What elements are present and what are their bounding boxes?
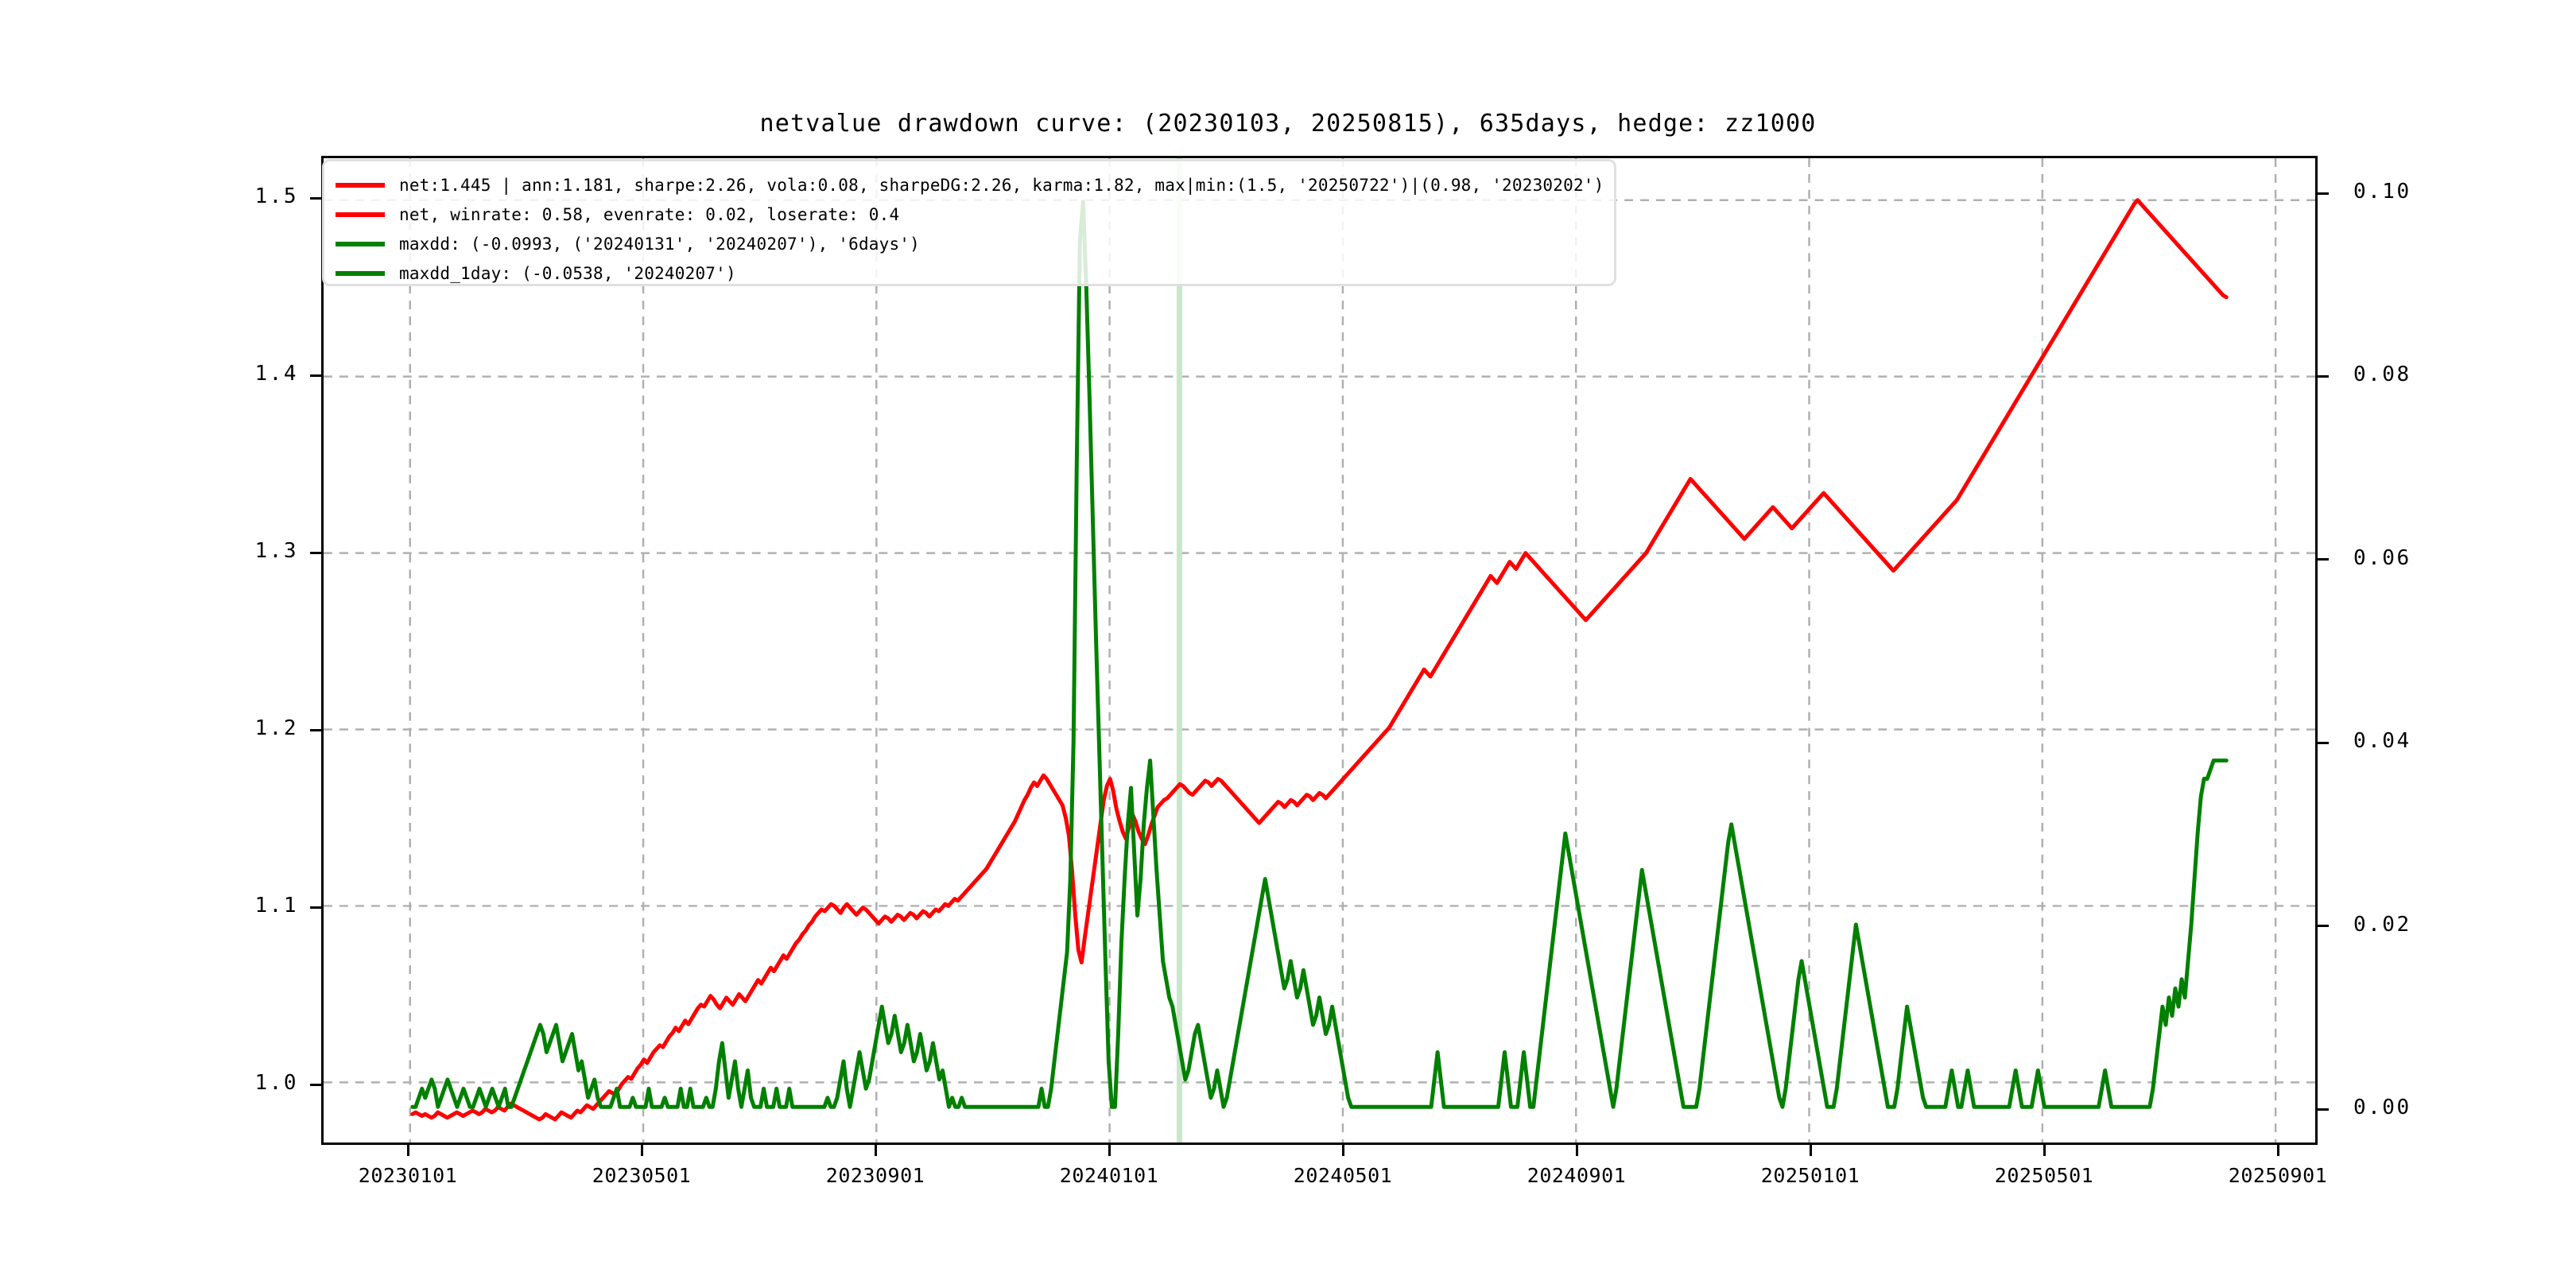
chart-title: netvalue drawdown curve: (20230103, 2025…	[759, 110, 1817, 138]
x-axis-tick-mark	[1575, 1145, 1578, 1156]
y-axis-right-tick-label: 0.00	[2353, 1096, 2411, 1119]
y-axis-left-tick-label: 1.3	[254, 539, 298, 563]
y-axis-right-tick-mark	[2318, 192, 2329, 195]
y-axis-left-tick-mark	[310, 728, 321, 731]
x-axis-tick-label: 20240101	[1059, 1164, 1159, 1187]
gridlines	[324, 158, 2315, 1143]
x-axis-tick-label: 20240901	[1527, 1164, 1627, 1187]
x-axis-tick-label: 20250101	[1760, 1164, 1860, 1187]
x-axis-tick-mark	[874, 1145, 877, 1156]
y-axis-right-tick-mark	[2318, 741, 2329, 744]
x-axis-tick-label: 20240501	[1293, 1164, 1393, 1187]
x-axis-tick-label: 20230101	[358, 1164, 458, 1187]
y-axis-left-tick-label: 1.2	[254, 716, 298, 740]
plot-area	[321, 156, 2318, 1145]
y-axis-right-tick-mark	[2318, 1108, 2329, 1111]
y-axis-left-tick-mark	[310, 551, 321, 554]
x-axis-tick-mark	[2276, 1145, 2279, 1156]
chart-svg	[324, 158, 2315, 1143]
legend-color-swatch	[336, 242, 385, 246]
y-axis-right-tick-mark	[2318, 925, 2329, 928]
series-group	[410, 198, 2229, 1122]
x-axis-tick-label: 20250501	[1994, 1164, 2094, 1187]
x-axis-tick-label: 20230501	[592, 1164, 692, 1187]
legend-color-swatch	[336, 271, 385, 276]
y-axis-left-tick-label: 1.5	[254, 184, 298, 208]
y-axis-right-tick-label: 0.02	[2353, 912, 2411, 937]
y-axis-left-tick-mark	[310, 374, 321, 377]
y-axis-right-tick-label: 0.08	[2353, 363, 2411, 387]
y-axis-right-tick-mark	[2318, 558, 2329, 561]
legend-color-swatch	[336, 183, 385, 188]
y-axis-right-tick-mark	[2318, 374, 2329, 378]
y-axis-right-tick-label: 0.10	[2353, 180, 2411, 204]
x-axis-tick-mark	[1341, 1145, 1344, 1156]
x-axis-tick-mark	[2043, 1145, 2046, 1156]
x-axis-tick-mark	[406, 1145, 409, 1156]
legend-item[interactable]: maxdd_1day: (-0.0538, '20240207')	[336, 259, 736, 288]
legend-item-label: maxdd: (-0.0993, ('20240131', '20240207'…	[399, 235, 920, 254]
series-line-maxdd	[410, 200, 2229, 1109]
series-line-net	[410, 198, 2229, 1122]
legend-item-label: net:1.445 | ann:1.181, sharpe:2.26, vola…	[399, 176, 1604, 195]
legend-box: net:1.445 | ann:1.181, sharpe:2.26, vola…	[322, 159, 1616, 286]
legend-item-label: maxdd_1day: (-0.0538, '20240207')	[399, 264, 736, 283]
x-axis-tick-mark	[1809, 1145, 1812, 1156]
y-axis-left-tick-label: 1.1	[254, 894, 298, 918]
x-axis-tick-mark	[1108, 1145, 1111, 1156]
legend-color-swatch	[336, 212, 385, 217]
y-axis-left-tick-label: 1.0	[254, 1071, 298, 1095]
x-axis-tick-label: 20230901	[825, 1164, 925, 1187]
y-axis-left-tick-mark	[310, 196, 321, 200]
legend-item[interactable]: net, winrate: 0.58, evenrate: 0.02, lose…	[336, 200, 899, 229]
legend-item[interactable]: net:1.445 | ann:1.181, sharpe:2.26, vola…	[336, 171, 1604, 200]
legend-item-label: net, winrate: 0.58, evenrate: 0.02, lose…	[399, 205, 900, 224]
y-axis-left-tick-mark	[310, 1083, 321, 1086]
legend-item[interactable]: maxdd: (-0.0993, ('20240131', '20240207'…	[336, 230, 920, 258]
x-axis-tick-label: 20250901	[2228, 1164, 2328, 1187]
y-axis-right-tick-label: 0.06	[2353, 545, 2411, 570]
y-axis-right-tick-label: 0.04	[2353, 729, 2411, 754]
y-axis-left-tick-mark	[310, 906, 321, 909]
y-axis-left-tick-label: 1.4	[254, 362, 298, 386]
x-axis-tick-mark	[640, 1145, 643, 1156]
